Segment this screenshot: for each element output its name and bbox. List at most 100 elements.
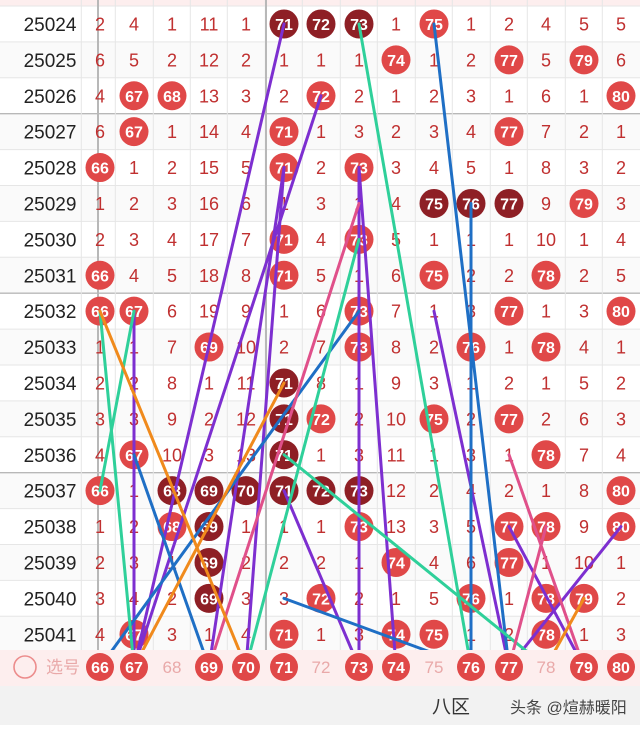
- drawn-ball-label: 78: [537, 268, 555, 285]
- omission-value: 1: [204, 373, 214, 393]
- omission-value: 1: [316, 50, 326, 70]
- footer-selected-ball[interactable]: [345, 653, 373, 681]
- omission-value: 13: [199, 86, 219, 106]
- connector-line: [98, 309, 136, 669]
- omission-value: 2: [616, 158, 626, 178]
- omission-value: 2: [391, 122, 401, 142]
- drawn-ball-label: 67: [125, 125, 143, 142]
- omission-value: 3: [429, 517, 439, 537]
- footer-selected-ball[interactable]: [495, 653, 523, 681]
- omission-value: 4: [579, 338, 589, 358]
- drawn-ball-label: 78: [537, 340, 555, 357]
- footer-number[interactable]: 72: [312, 658, 331, 677]
- omission-value: 2: [279, 553, 289, 573]
- omission-value: 1: [466, 14, 476, 34]
- omission-value: 1: [616, 338, 626, 358]
- issue-number: 25033: [24, 338, 77, 359]
- omission-value: 2: [429, 86, 439, 106]
- omission-value: 2: [204, 409, 214, 429]
- omission-value: 2: [541, 409, 551, 429]
- drawn-ball: [119, 117, 149, 147]
- omission-value: 3: [429, 373, 439, 393]
- drawn-ball: [494, 117, 524, 147]
- drawn-ball: [569, 188, 599, 218]
- issue-number: 25034: [24, 374, 77, 395]
- drawn-ball-repeat: [494, 188, 524, 218]
- connector-line: [207, 201, 361, 669]
- omission-value: 1: [504, 338, 514, 358]
- omission-value: 3: [391, 158, 401, 178]
- omission-value: 2: [241, 50, 251, 70]
- top-shade: [0, 0, 640, 6]
- drawn-ball: [531, 260, 561, 290]
- omission-value: 15: [199, 158, 219, 178]
- footer-selected-ball[interactable]: [457, 653, 485, 681]
- footer-ball-label: 77: [500, 660, 518, 677]
- footer-selected-ball[interactable]: [607, 653, 635, 681]
- footer-selected-ball[interactable]: [232, 653, 260, 681]
- connector-line: [207, 166, 286, 669]
- drawn-ball-repeat: [231, 476, 261, 506]
- connector-line: [132, 381, 286, 669]
- footer-selected-ball[interactable]: [86, 653, 114, 681]
- footer-ball-label: 79: [575, 660, 593, 677]
- footer-number[interactable]: 68: [163, 658, 182, 677]
- omission-value: 14: [199, 122, 219, 142]
- drawn-ball: [606, 476, 636, 506]
- omission-value: 3: [241, 589, 251, 609]
- drawn-ball-label: 79: [575, 53, 593, 70]
- issue-number: 25036: [24, 446, 77, 467]
- omission-value: 7: [167, 338, 177, 358]
- omission-value: 3: [241, 86, 251, 106]
- footer-ball-label: 66: [91, 660, 109, 677]
- omission-value: 1: [579, 86, 589, 106]
- omission-value: 2: [504, 14, 514, 34]
- select-circle-icon[interactable]: [13, 655, 37, 679]
- omission-value: 7: [241, 230, 251, 250]
- omission-value: 2: [466, 50, 476, 70]
- connector-line: [507, 525, 586, 669]
- omission-value: 1: [129, 158, 139, 178]
- omission-value: 1: [316, 122, 326, 142]
- omission-value: 1: [279, 302, 289, 322]
- omission-value: 9: [391, 373, 401, 393]
- footer-ball-label: 80: [612, 660, 630, 677]
- omission-value: 1: [204, 625, 214, 645]
- drawn-ball-label: 75: [425, 268, 443, 285]
- drawn-ball-label: 66: [91, 484, 109, 501]
- omission-value: 16: [199, 194, 219, 214]
- footer-number[interactable]: 75: [425, 658, 444, 677]
- issue-number: 25032: [24, 302, 77, 323]
- issue-number: 25029: [24, 194, 77, 215]
- footer-number[interactable]: 78: [537, 658, 556, 677]
- omission-value: 2: [241, 553, 251, 573]
- drawn-ball-repeat: [306, 9, 336, 39]
- omission-value: 6: [316, 302, 326, 322]
- footer-selected-ball[interactable]: [120, 653, 148, 681]
- footer-selected-ball[interactable]: [570, 653, 598, 681]
- omission-value: 6: [95, 50, 105, 70]
- issue-number: 25025: [24, 51, 77, 72]
- omission-value: 1: [616, 122, 626, 142]
- omission-value: 2: [579, 122, 589, 142]
- issue-number: 25035: [24, 410, 77, 431]
- omission-value: 2: [429, 338, 439, 358]
- drawn-ball-label: 77: [500, 125, 518, 142]
- omission-value: 5: [579, 14, 589, 34]
- omission-value: 1: [279, 194, 289, 214]
- issue-number: 25038: [24, 518, 77, 539]
- drawn-ball-label: 69: [200, 484, 218, 501]
- drawn-ball-label: 72: [312, 412, 330, 429]
- drawn-ball-label: 72: [312, 591, 330, 608]
- omission-value: 4: [241, 122, 251, 142]
- drawn-ball-label: 75: [425, 196, 443, 213]
- omission-value: 5: [616, 266, 626, 286]
- omission-value: 2: [354, 86, 364, 106]
- footer-selected-ball[interactable]: [195, 653, 223, 681]
- omission-value: 1: [429, 50, 439, 70]
- footer-selected-ball[interactable]: [270, 653, 298, 681]
- omission-value: 7: [579, 445, 589, 465]
- drawn-ball-label: 71: [275, 268, 293, 285]
- omission-value: 2: [167, 50, 177, 70]
- footer-selected-ball[interactable]: [382, 653, 410, 681]
